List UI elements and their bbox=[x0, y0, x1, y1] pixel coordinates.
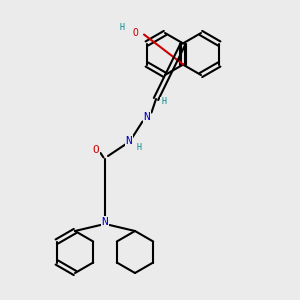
Text: N: N bbox=[102, 217, 108, 227]
Text: H: H bbox=[137, 142, 142, 152]
Text: N: N bbox=[144, 112, 150, 122]
Text: H: H bbox=[161, 98, 166, 106]
Text: H: H bbox=[119, 22, 124, 32]
Text: N: N bbox=[126, 136, 132, 146]
Text: O: O bbox=[93, 145, 99, 155]
Text: O: O bbox=[132, 28, 138, 38]
